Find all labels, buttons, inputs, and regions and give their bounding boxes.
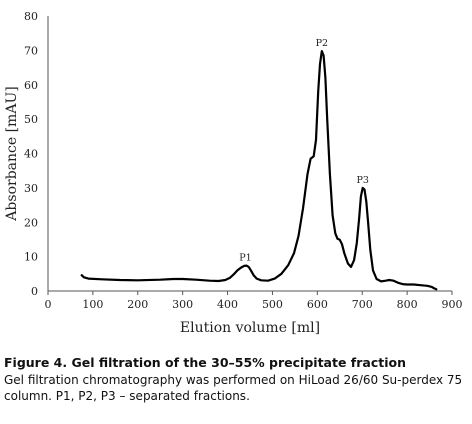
y-axis-ticks: 0 10 20 30 40 50 60 70 80	[24, 10, 38, 298]
x-tick-label: 800	[397, 298, 418, 311]
absorbance-curve	[80, 50, 438, 291]
peak-label-p1: P1	[239, 253, 251, 264]
x-tick-label: 700	[352, 298, 373, 311]
y-tick-label: 10	[24, 251, 38, 264]
chromatogram-chart: 0 100 200 300 400 500 600 700 800 900 0 10 20 30 40 50…	[4, 10, 463, 336]
x-tick-label: 500	[262, 298, 283, 311]
figure-caption-title: Figure 4. Gel filtration of the 30–55% p…	[4, 355, 406, 370]
x-tick-label: 100	[82, 298, 103, 311]
x-tick-label: 400	[217, 298, 238, 311]
x-tick-label: 0	[45, 298, 52, 311]
y-tick-label: 80	[24, 10, 38, 23]
y-tick-label: 0	[31, 285, 38, 298]
x-tick-label: 200	[127, 298, 148, 311]
peak-labels: P1 P2 P3	[239, 38, 369, 264]
x-tick-label: 300	[172, 298, 193, 311]
x-axis-title: Elution volume [ml]	[180, 320, 320, 336]
y-tick-label: 40	[24, 148, 38, 161]
peak-label-p3: P3	[356, 175, 368, 186]
y-axis-title: Absorbance [mAU]	[4, 86, 20, 221]
y-tick-label: 50	[24, 113, 38, 126]
y-tick-label: 70	[24, 44, 38, 57]
peak-label-p2: P2	[316, 38, 328, 49]
figure-caption-body: Gel filtration chromatography was perfor…	[4, 373, 463, 403]
x-axis-ticks: 0 100 200 300 400 500 600 700 800 900	[45, 291, 463, 311]
y-tick-label: 20	[24, 216, 38, 229]
x-tick-label: 900	[442, 298, 463, 311]
y-tick-label: 60	[24, 79, 38, 92]
x-tick-label: 600	[307, 298, 328, 311]
y-tick-label: 30	[24, 182, 38, 195]
